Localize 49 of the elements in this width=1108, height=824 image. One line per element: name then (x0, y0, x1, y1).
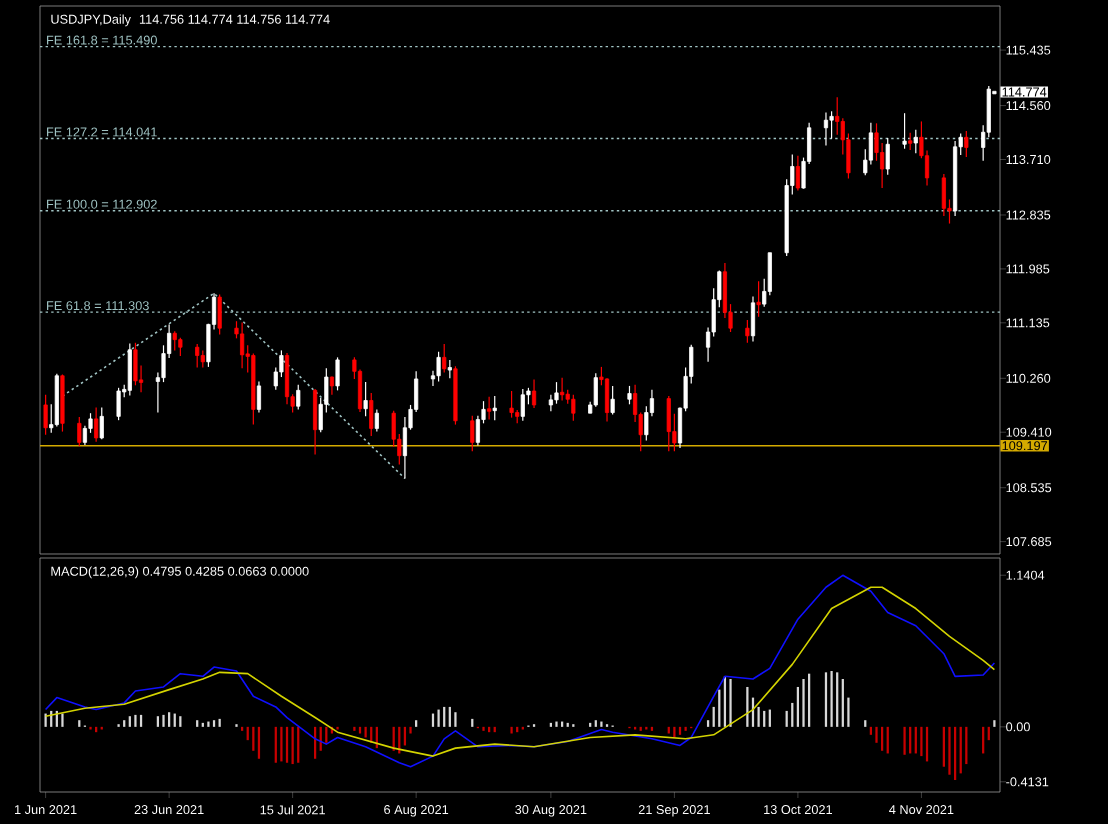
candlestick (795, 155, 800, 192)
candlestick (217, 293, 222, 336)
candlestick (902, 112, 907, 150)
candlestick (756, 280, 761, 318)
candlestick (77, 416, 82, 447)
candlestick (487, 396, 492, 421)
candlestick (745, 319, 750, 344)
candlestick (560, 377, 565, 402)
candlestick (256, 380, 262, 414)
candlestick (284, 352, 290, 405)
candlestick (509, 390, 514, 419)
candlestick (470, 415, 475, 452)
candlestick (627, 385, 632, 405)
candlestick (99, 406, 104, 440)
candlestick (941, 173, 946, 217)
candlestick (60, 373, 65, 433)
candlestick (447, 359, 452, 379)
candlestick (520, 388, 525, 422)
candlestick (94, 406, 99, 443)
candlestick (829, 110, 834, 140)
candlestick (885, 137, 890, 176)
candlestick (823, 111, 829, 147)
candlestick (964, 130, 969, 158)
candlestick (172, 330, 177, 351)
candlestick (178, 337, 183, 357)
candlestick (133, 342, 138, 386)
candlestick (329, 375, 335, 396)
candlestick (296, 384, 301, 410)
candlestick (442, 343, 447, 374)
candlestick (610, 385, 615, 416)
candlestick (913, 129, 918, 154)
candlestick (313, 388, 318, 456)
candlestick (127, 342, 132, 397)
candlestick (750, 295, 756, 343)
candlestick (335, 356, 340, 391)
candlestick (554, 381, 559, 405)
candlestick (116, 387, 121, 421)
candlestick (593, 372, 598, 408)
candlestick (240, 321, 245, 369)
candlestick (195, 343, 200, 369)
candlestick (492, 395, 497, 421)
candlestick (666, 395, 671, 452)
candlestick (531, 378, 537, 409)
candlestick (571, 394, 576, 422)
candlestick (369, 392, 374, 437)
candlestick (363, 381, 368, 417)
candlestick (436, 351, 441, 383)
candlestick (374, 408, 379, 433)
candlestick (43, 394, 48, 436)
